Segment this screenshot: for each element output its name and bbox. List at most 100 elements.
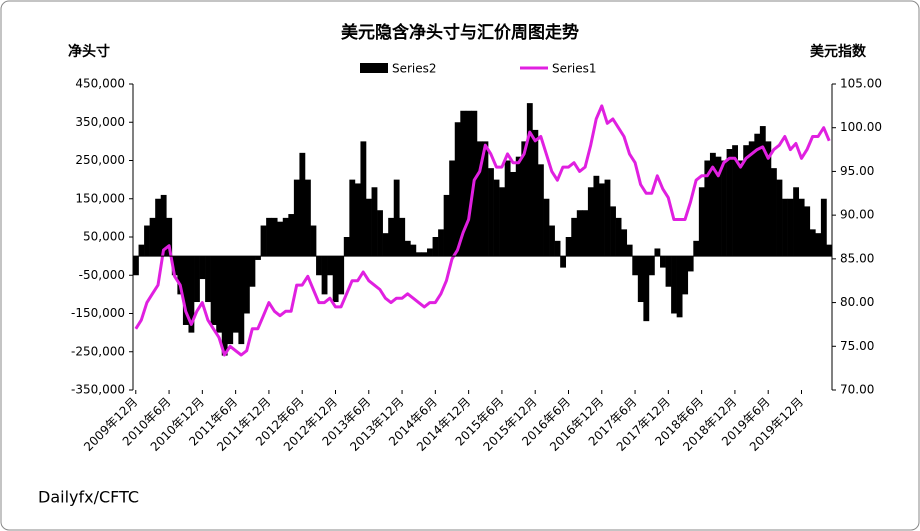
- bar: [804, 206, 811, 257]
- bar: [243, 256, 250, 314]
- y2-tick-label: 105.00: [840, 77, 882, 91]
- y2-tick-label: 100.00: [840, 120, 882, 134]
- bar: [549, 225, 555, 257]
- bar: [421, 252, 428, 257]
- y-tick-label: -350,000: [71, 383, 125, 397]
- bar: [427, 248, 433, 257]
- bar: [743, 145, 750, 257]
- y2-tick-label: 90.00: [840, 208, 874, 222]
- bar: [476, 141, 483, 257]
- bar: [510, 171, 517, 257]
- bar: [393, 179, 400, 257]
- bar: [327, 256, 334, 276]
- bar: [338, 256, 345, 295]
- bar: [643, 256, 650, 322]
- y-tick-label: 150,000: [75, 191, 125, 205]
- bar: [637, 256, 644, 303]
- bar: [787, 198, 794, 257]
- bar: [177, 256, 184, 295]
- bar: [676, 256, 683, 318]
- bar: [626, 244, 633, 257]
- bar: [815, 233, 822, 257]
- bar: [665, 256, 672, 287]
- bar: [759, 126, 766, 257]
- bar: [571, 217, 578, 257]
- y-tick-label: 50,000: [83, 230, 125, 244]
- bar: [354, 183, 361, 257]
- bar: [782, 198, 788, 257]
- bar: [443, 194, 450, 257]
- bar: [560, 256, 567, 268]
- bar: [599, 183, 605, 257]
- y-axis-label: 净头寸: [68, 43, 110, 60]
- legend-label: Series1: [552, 62, 597, 76]
- y2-tick-label: 70.00: [840, 383, 874, 397]
- bar: [526, 103, 533, 257]
- bar: [721, 160, 727, 257]
- bar: [576, 210, 583, 257]
- bar: [604, 179, 611, 257]
- bar: [377, 210, 383, 257]
- y2-tick-label: 80.00: [840, 295, 874, 309]
- bar: [565, 237, 572, 257]
- bar: [149, 217, 156, 257]
- bar: [460, 110, 467, 257]
- bar: [366, 198, 372, 257]
- y2-tick-label: 95.00: [840, 164, 874, 178]
- bar: [587, 187, 594, 257]
- bar: [698, 187, 705, 257]
- bar: [438, 229, 444, 257]
- bar: [388, 217, 395, 257]
- bar: [133, 256, 139, 276]
- y-tick-label: 250,000: [75, 153, 125, 167]
- bar: [210, 256, 217, 325]
- bar: [138, 244, 145, 257]
- bar: [621, 229, 628, 257]
- bar: [826, 244, 833, 257]
- bar: [255, 256, 261, 260]
- bar: [449, 160, 456, 257]
- bar: [504, 160, 511, 257]
- y2-tick-label: 85.00: [840, 251, 874, 265]
- bar: [188, 256, 195, 333]
- bar: [205, 256, 211, 303]
- bar: [809, 229, 816, 257]
- bar: [715, 156, 722, 257]
- bar: [726, 149, 733, 257]
- line: [134, 104, 831, 357]
- bar: [316, 256, 322, 276]
- bar: [709, 152, 716, 257]
- bar: [166, 217, 173, 257]
- bar: [765, 141, 772, 257]
- bar: [521, 141, 528, 257]
- bar: [632, 256, 639, 276]
- bar: [493, 179, 500, 257]
- bar: [610, 206, 616, 257]
- bar: [144, 225, 150, 257]
- bar: [615, 217, 622, 257]
- bar: [271, 217, 278, 257]
- bar: [499, 187, 505, 257]
- bar: [748, 141, 755, 257]
- bar: [343, 237, 350, 257]
- bar: [221, 256, 228, 356]
- bar: [293, 179, 300, 257]
- bar: [282, 217, 289, 257]
- bar: [820, 198, 827, 257]
- bar: [227, 256, 234, 345]
- bar: [432, 237, 439, 257]
- bar: [288, 214, 295, 257]
- bar: [732, 145, 738, 257]
- bar: [194, 256, 200, 303]
- bar: [693, 240, 700, 257]
- bar: [793, 187, 800, 257]
- bar: [465, 110, 472, 257]
- bar: [554, 240, 561, 257]
- bar: [660, 256, 666, 268]
- bar: [332, 256, 339, 303]
- bar: [266, 217, 272, 257]
- bar: [704, 160, 711, 257]
- bar: [482, 141, 489, 257]
- bar: [404, 240, 411, 257]
